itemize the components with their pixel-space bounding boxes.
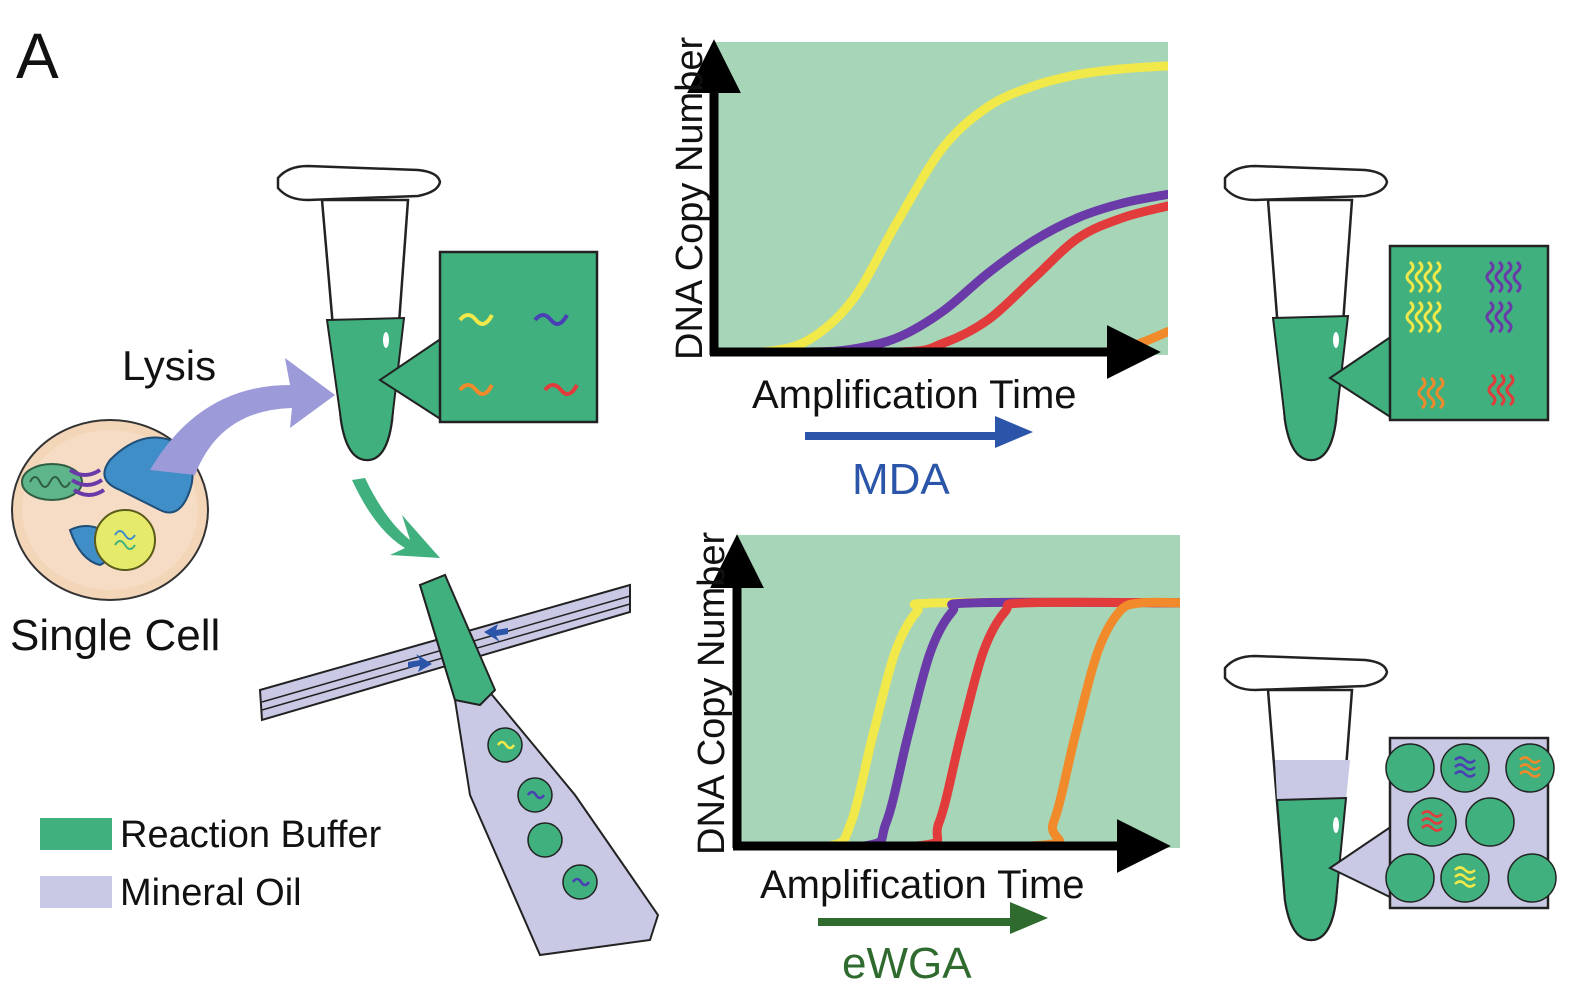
ewga-result-callout [1328,736,1557,910]
ewga-result-tube [1223,654,1389,942]
ewga-plot-background [737,535,1180,848]
mda-plot-background [714,42,1168,355]
dna-strand-icon [1435,376,1445,410]
lysis-arrow [150,358,335,475]
dna-strand-icon [1485,300,1495,334]
dna-strand-icon [1421,817,1443,825]
dna-strand-icon [1503,300,1513,334]
dna-strand-icon [1426,376,1436,410]
dna-strand-icon [1496,373,1506,407]
droplet-icon [1385,853,1435,903]
dna-strand-icon [1454,873,1476,881]
dna-strand-icon [1487,373,1497,407]
mda-result-callout [1328,244,1550,422]
dna-strand-icon [1414,260,1424,294]
panel-label: A [16,20,59,92]
dna-strand-icon [1454,770,1476,778]
mda-method-arrow [805,416,1033,448]
dna-strand-icon [1519,763,1541,771]
single-cell-label: Single Cell [10,611,220,660]
dna-strand-icon [1417,376,1427,410]
dna-strand-icon [1503,260,1513,294]
dna-strand-icon [1454,756,1476,764]
dna-strand-icon [1505,373,1515,407]
mda-series-yellow [714,61,1168,355]
dna-strand-icon [1405,300,1415,334]
dna-strand-icon [1512,260,1522,294]
dna-strand-icon [1423,260,1433,294]
dna-strand-icon [1432,260,1442,294]
dna-strand-icon [1423,300,1433,334]
dna-strand-icon [1494,300,1504,334]
legend: Reaction Buffer Mineral Oil [40,814,382,914]
droplet-icon [1507,853,1557,903]
mda-x-axis-label: Amplification Time [752,373,1077,417]
ewga-x-axis-label: Amplification Time [760,863,1085,907]
dna-strand-icon [1485,260,1495,294]
legend-swatch-buffer [40,818,112,850]
legend-swatch-oil [40,876,112,908]
ewga-method-label: eWGA [842,939,972,988]
ewga-chart: Amplification Time DNA Copy Number eWGA [691,532,1180,988]
transfer-arrow [352,478,440,558]
dna-strand-icon [1405,260,1415,294]
dna-strand-icon [1494,260,1504,294]
ewga-method-arrow [818,902,1048,934]
ewga-y-axis-label: DNA Copy Number [691,532,733,855]
lysate-tube [276,164,442,462]
mda-chart: Amplification Time DNA Copy Number MDA [669,37,1168,504]
dna-strand-icon [1519,770,1541,778]
lysate-callout [378,250,599,424]
legend-label-oil: Mineral Oil [120,872,302,914]
dna-strand-icon [1421,824,1443,832]
mda-result-tube [1223,164,1389,462]
droplet-icon [1465,797,1515,847]
mda-y-axis-label: DNA Copy Number [669,37,711,360]
dna-strand-icon [1454,866,1476,874]
dna-strand-icon [1454,880,1476,888]
droplet-icon [1385,743,1435,793]
lysis-label: Lysis [122,342,216,389]
dna-strand-icon [1421,810,1443,818]
dna-strand-icon [1432,300,1442,334]
mda-method-label: MDA [852,455,950,504]
microfluidic-chip [258,573,660,957]
dna-strand-icon [1414,300,1424,334]
legend-label-buffer: Reaction Buffer [120,814,382,856]
dna-strand-icon [1454,763,1476,771]
dna-strand-icon [1519,756,1541,764]
